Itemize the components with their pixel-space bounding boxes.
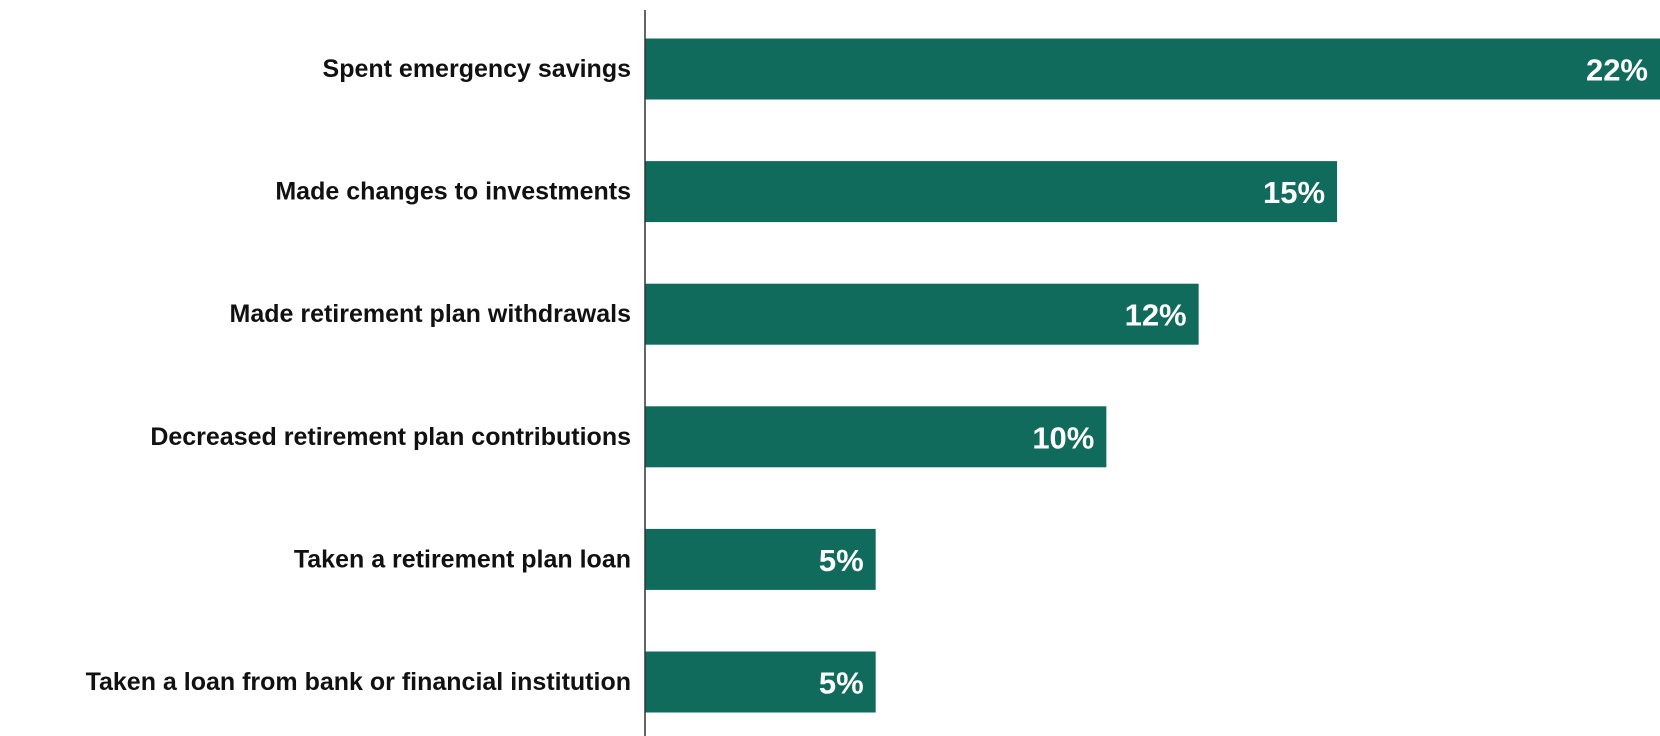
bar-3 — [645, 406, 1107, 468]
category-label: Decreased retirement plan contributions — [150, 423, 631, 451]
category-label: Spent emergency savings — [323, 55, 631, 83]
category-labels-group: Spent emergency savings Made changes to i… — [86, 55, 631, 696]
category-label: Made retirement plan withdrawals — [230, 300, 632, 328]
bar-0 — [645, 38, 1660, 100]
value-labels-group: 22% 15% 12% 10% 5% 5% — [819, 53, 1648, 701]
bars-group — [645, 38, 1660, 713]
bar-2 — [645, 283, 1199, 345]
value-label: 10% — [1032, 420, 1094, 455]
bar-5 — [645, 651, 876, 713]
value-label: 5% — [819, 666, 864, 701]
value-label: 5% — [819, 543, 864, 578]
value-label: 22% — [1586, 53, 1648, 88]
category-label: Taken a retirement plan loan — [294, 545, 631, 573]
category-label: Taken a loan from bank or financial inst… — [86, 668, 631, 696]
bar-4 — [645, 528, 876, 590]
value-label: 15% — [1263, 175, 1325, 210]
category-label: Made changes to investments — [275, 178, 631, 206]
value-label: 12% — [1125, 298, 1187, 333]
bar-1 — [645, 161, 1338, 223]
